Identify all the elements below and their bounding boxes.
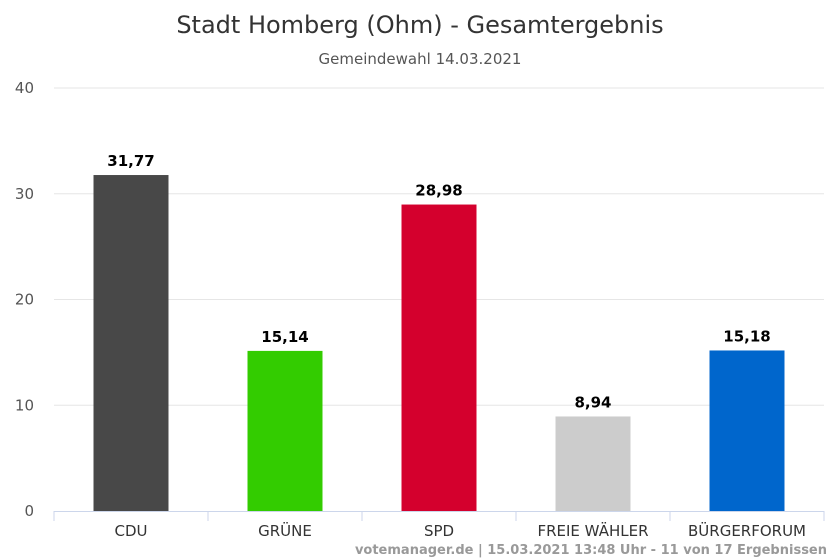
credits-text[interactable]: votemanager.de | 15.03.2021 13:48 Uhr - … [355, 543, 827, 558]
y-tick-label: 30 [15, 185, 34, 203]
x-tick-label: BÜRGERFORUM [688, 521, 806, 540]
chart-subtitle: Gemeindewahl 14.03.2021 [319, 50, 522, 68]
x-tick-label: FREIE WÄHLER [537, 521, 648, 540]
bar-cdu[interactable] [93, 175, 169, 511]
data-label: 31,77 [107, 152, 154, 170]
y-tick-label: 10 [15, 396, 34, 414]
y-axis-ticks: 0 10 20 30 40 [15, 79, 34, 520]
data-label: 28,98 [415, 182, 462, 200]
bars [93, 175, 785, 511]
data-label: 15,18 [723, 327, 770, 345]
y-tick-label: 20 [15, 291, 34, 309]
data-labels: 31,77 15,14 28,98 8,94 15,18 [107, 152, 770, 411]
bar-freie-wähler[interactable] [555, 416, 631, 511]
bar-spd[interactable] [401, 204, 477, 511]
bar-grüne[interactable] [247, 350, 323, 511]
x-tick-label: CDU [114, 522, 147, 540]
x-axis: CDU GRÜNE SPD FREIE WÄHLER BÜRGERFORUM [53, 511, 825, 540]
x-tick-label: GRÜNE [258, 521, 312, 540]
y-tick-label: 40 [15, 79, 34, 97]
chart-title: Stadt Homberg (Ohm) - Gesamtergebnis [176, 11, 663, 39]
data-label: 8,94 [574, 393, 611, 411]
y-tick-label: 0 [24, 502, 34, 520]
bar-bürgerforum[interactable] [709, 350, 785, 511]
x-tick-label: SPD [424, 522, 454, 540]
data-label: 15,14 [261, 328, 308, 346]
